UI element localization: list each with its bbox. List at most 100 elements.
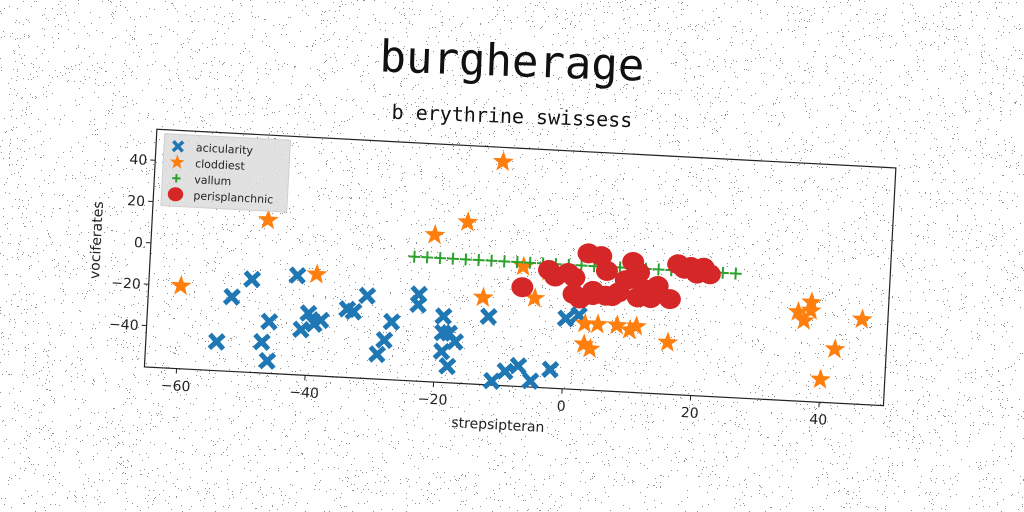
data-point — [574, 312, 596, 333]
series-acicularity — [207, 266, 588, 390]
data-point — [306, 263, 328, 284]
data-point — [252, 332, 271, 351]
data-point — [408, 250, 421, 263]
data-point — [524, 256, 537, 269]
chart-marks — [170, 150, 873, 390]
x-tick-label: −20 — [417, 391, 447, 409]
data-point — [472, 254, 485, 267]
x-axis-ticks: −60 −40 −20 0 20 40 — [160, 368, 828, 429]
y-tick-label: 20 — [127, 193, 146, 210]
data-point — [498, 255, 511, 268]
data-point — [368, 345, 387, 364]
data-point — [446, 252, 459, 265]
data-point — [171, 140, 185, 153]
data-point — [207, 332, 226, 351]
legend-label: cloddiest — [195, 157, 246, 173]
data-point — [438, 357, 457, 376]
data-point — [524, 287, 546, 308]
data-point — [243, 270, 262, 289]
x-tick-label: 0 — [556, 399, 566, 415]
data-point — [628, 262, 651, 283]
y-tick-label: 40 — [129, 152, 148, 169]
y-tick-label: −20 — [111, 275, 141, 293]
data-point — [358, 286, 377, 305]
data-point — [657, 331, 679, 352]
data-point — [579, 337, 601, 359]
data-point — [424, 224, 446, 245]
data-point — [595, 260, 618, 281]
legend-item-perisplanchnic: perisplanchnic — [167, 187, 274, 206]
data-point — [299, 304, 318, 323]
data-point — [459, 253, 472, 266]
data-point — [606, 314, 628, 335]
legend-item-cloddiest: cloddiest — [170, 154, 246, 173]
data-point — [288, 266, 307, 285]
data-point — [652, 263, 665, 276]
data-point — [646, 276, 669, 297]
data-point — [511, 256, 524, 269]
data-point — [292, 320, 311, 339]
data-point — [658, 289, 681, 310]
legend-label: acicularity — [196, 141, 254, 157]
data-point — [824, 338, 846, 359]
data-point — [446, 332, 465, 351]
data-point — [170, 274, 192, 296]
data-point — [800, 299, 822, 320]
data-point — [698, 264, 721, 285]
data-point — [260, 312, 279, 331]
data-point — [513, 255, 535, 276]
data-point — [556, 309, 575, 328]
plot-area — [143, 128, 897, 407]
data-point — [167, 187, 184, 202]
data-point — [521, 371, 540, 390]
data-point — [787, 301, 809, 322]
data-point — [511, 277, 534, 298]
series-perisplanchnic — [511, 243, 721, 310]
data-point — [575, 259, 588, 272]
data-point — [382, 312, 401, 331]
legend-label: perisplanchnic — [193, 189, 273, 206]
data-point — [573, 333, 595, 354]
data-point — [258, 351, 277, 370]
series-cloddiest — [170, 150, 873, 389]
y-tick-label: 0 — [134, 235, 144, 251]
data-point — [409, 295, 428, 314]
data-point — [626, 315, 647, 336]
data-point — [793, 309, 815, 330]
x-tick-label: −60 — [160, 378, 190, 396]
x-axis-label: strepsipteran — [451, 415, 545, 436]
x-tick-label: 20 — [680, 405, 699, 422]
data-point — [492, 150, 514, 172]
data-point — [257, 209, 279, 230]
data-point — [541, 360, 560, 379]
data-point — [479, 307, 498, 326]
data-point — [496, 362, 515, 381]
data-point — [457, 211, 479, 232]
data-point — [729, 267, 742, 280]
data-point — [375, 331, 394, 350]
data-point — [851, 308, 873, 329]
data-point — [619, 319, 641, 340]
data-point — [222, 287, 241, 306]
data-point — [434, 252, 447, 265]
data-point — [485, 254, 498, 267]
data-point — [311, 311, 330, 330]
data-point — [421, 251, 434, 264]
data-point — [172, 174, 181, 183]
y-axis-label: vociferates — [87, 201, 107, 279]
legend-box — [160, 133, 292, 213]
data-point — [587, 313, 609, 334]
y-tick-label: −40 — [109, 317, 139, 335]
legend-label: vallum — [194, 173, 232, 188]
data-point — [344, 302, 363, 321]
data-point — [563, 267, 586, 288]
x-tick-label: 40 — [809, 412, 828, 429]
data-point — [472, 286, 494, 307]
data-point — [170, 154, 185, 169]
data-point — [509, 356, 528, 375]
y-axis-ticks: −40 −20 0 20 40 — [109, 152, 156, 335]
data-point — [434, 307, 453, 326]
